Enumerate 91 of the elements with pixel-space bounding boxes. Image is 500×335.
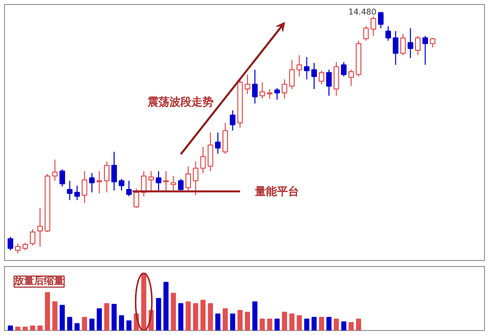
bar (104, 303, 110, 330)
bar (60, 304, 65, 330)
candlestick (334, 61, 340, 96)
candlestick (326, 69, 332, 96)
bar (67, 316, 72, 330)
candlestick (222, 122, 228, 154)
candlestick (340, 61, 347, 77)
bar (200, 300, 206, 330)
bar (304, 318, 310, 330)
candlestick (348, 69, 354, 87)
bar (156, 298, 162, 330)
bar (296, 315, 302, 330)
annotation: 14.480 (348, 8, 376, 17)
candlestick (59, 168, 66, 188)
bar (356, 318, 362, 330)
candlestick (274, 88, 280, 100)
candlestick (185, 166, 191, 191)
candlestick (378, 11, 384, 29)
bar (222, 308, 228, 330)
bar (119, 315, 124, 330)
bar (178, 303, 184, 330)
candlestick (215, 132, 221, 154)
candlestick (430, 37, 436, 48)
bar (267, 318, 272, 330)
candlestick (30, 228, 36, 246)
bar (96, 308, 102, 330)
candlestick (126, 180, 132, 197)
candlestick (385, 26, 391, 42)
candlestick (296, 54, 302, 77)
bar (186, 301, 191, 330)
bar (38, 326, 43, 330)
bar (15, 326, 20, 330)
candlestick (104, 160, 110, 193)
candlestick (415, 35, 421, 56)
candlestick (134, 188, 140, 208)
candlestick (8, 236, 14, 251)
bar (74, 323, 80, 330)
bar (52, 301, 58, 330)
bar (230, 313, 236, 330)
candlestick (89, 172, 95, 193)
bar (193, 303, 198, 330)
candlestick (259, 82, 266, 100)
candlestick (96, 170, 102, 194)
candlestick (148, 170, 154, 191)
candlestick (252, 69, 258, 104)
candlestick (15, 243, 21, 254)
candlestick (392, 30, 398, 66)
candlestick (52, 159, 58, 182)
candlestick (304, 56, 310, 80)
candlestick (230, 110, 236, 132)
candlestick (266, 88, 272, 100)
candlestick (66, 180, 72, 201)
candlestick (74, 185, 80, 201)
bar (215, 313, 220, 330)
bar (348, 322, 354, 330)
bar (170, 292, 176, 330)
bar (44, 292, 50, 330)
bar (244, 312, 250, 330)
candlestick (170, 175, 176, 191)
bar (126, 320, 132, 330)
bar (82, 316, 88, 330)
bar (8, 326, 13, 330)
bar (289, 313, 294, 330)
bar (141, 272, 146, 330)
bar (260, 318, 265, 330)
candlestick (422, 35, 428, 66)
candlestick (408, 28, 414, 59)
candlestick (400, 33, 406, 56)
bar (112, 304, 117, 330)
bar (163, 282, 169, 330)
candlestick (311, 62, 317, 90)
bar (22, 326, 28, 330)
bar (326, 316, 332, 330)
candlestick (156, 170, 162, 191)
bar (282, 312, 288, 330)
candlestick (163, 170, 169, 191)
bar (334, 318, 339, 330)
candlestick (82, 170, 88, 204)
bar (252, 301, 258, 330)
candlestick (318, 70, 324, 85)
bar (341, 321, 346, 330)
candlestick (178, 178, 184, 191)
bar (30, 326, 36, 330)
bar (319, 316, 324, 330)
bar (208, 303, 213, 330)
bar (312, 316, 317, 330)
bar (274, 318, 280, 330)
bar (89, 318, 94, 330)
bar (238, 310, 243, 330)
ref-line-label: 量能平台 (254, 184, 299, 198)
annotation: 震荡波段走势 (146, 95, 214, 108)
